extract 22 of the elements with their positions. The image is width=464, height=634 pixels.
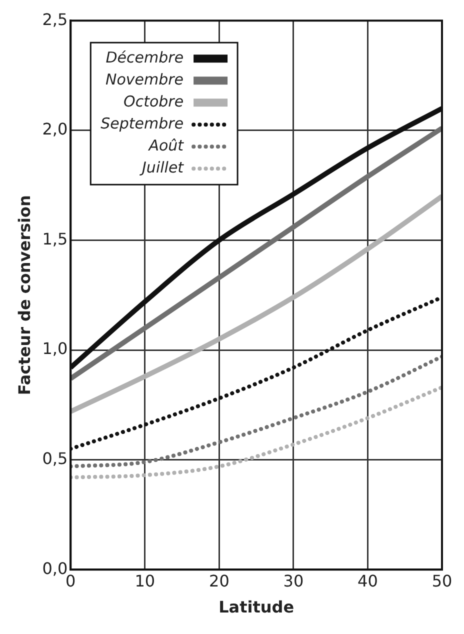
y-tick-label: 1,5 [42,229,68,248]
x-axis-title: Latitude [218,598,294,617]
legend-label: Octobre [124,92,184,110]
x-tick-label: 50 [432,571,452,590]
legend-label: Août [148,136,185,154]
legend-label: Septembre [100,114,184,132]
x-tick-label: 40 [358,571,378,590]
x-tick-label: 20 [209,571,230,590]
line-series [70,385,442,480]
y-tick-label: 0,0 [42,558,68,578]
legend-label: Décembre [106,48,184,66]
y-tick-label: 1,0 [42,339,68,358]
y-tick-label: 2,5 [42,10,68,29]
x-tick-label: 30 [283,571,304,590]
line-series [70,354,442,468]
x-tick-label: 10 [134,571,156,590]
y-tick-label: 2,0 [42,120,68,139]
y-tick-label: 0,5 [42,448,68,468]
legend-label: Novembre [106,70,184,88]
x-tick-label: 0 [66,571,76,590]
y-axis-title: Facteur de conversion [14,195,34,396]
legend-label: Juillet [139,158,185,176]
